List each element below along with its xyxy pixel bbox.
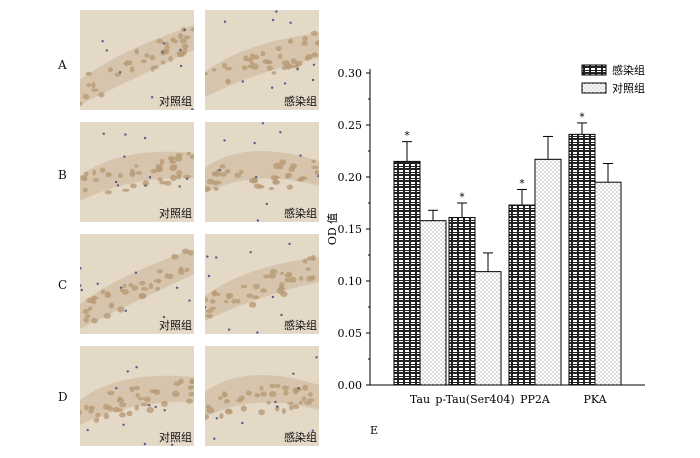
x-tick-label: PP2A (520, 393, 551, 406)
bar-infected (568, 133, 596, 386)
bar-infected (508, 204, 536, 386)
x-tick-label: p-Tau(Ser404) (435, 393, 514, 406)
y-axis-label: OD 值 (326, 213, 339, 245)
y-tick-label: 0.10 (338, 275, 363, 288)
panel-caption: 感染组 (284, 319, 317, 332)
y-tick-label: 0.00 (338, 379, 363, 392)
od-bar-chart: 0.00 0.05 0.10 0.15 0.20 0.25 0.30 OD 值 * Tau * p-… (326, 63, 645, 406)
micrograph-c-control: 对照组 (80, 234, 194, 334)
y-tick-label: 0.25 (338, 119, 363, 132)
micrograph-d-control: 对照组 (80, 346, 194, 446)
tissue-texture (205, 10, 319, 97)
tissue-texture (80, 366, 194, 446)
bar-infected (393, 160, 421, 386)
tissue-texture (80, 132, 194, 201)
row-label-d: D (58, 390, 68, 404)
axes: 0.00 0.05 0.10 0.15 0.20 0.25 0.30 OD 值 (326, 67, 645, 392)
y-tick-label: 0.30 (338, 67, 363, 80)
bars: * Tau * p-Tau(Ser404) * PP2A * PKA (393, 112, 622, 406)
bar-control (534, 158, 562, 386)
micrograph-a-infected: 感染组 (205, 10, 319, 110)
micrograph-d-infected: 感染组 (205, 346, 319, 446)
legend-swatch (581, 64, 607, 76)
bar-control (594, 181, 622, 386)
x-tick-label: PKA (583, 393, 607, 406)
y-tick-label: 0.05 (338, 327, 363, 340)
tissue-texture (80, 248, 194, 329)
x-tick-label: Tau (410, 393, 430, 406)
panel-caption: 对照组 (159, 319, 192, 332)
panel-caption: 对照组 (159, 207, 192, 220)
row-label-b: B (58, 168, 67, 182)
tissue-texture (205, 122, 319, 222)
panel-caption: 对照组 (159, 95, 192, 108)
panel-caption: 对照组 (159, 431, 192, 444)
legend-swatch (581, 82, 607, 94)
tissue-texture (80, 25, 194, 110)
bar-infected (448, 217, 476, 386)
bar-control (419, 220, 447, 386)
micrograph-b-control: 对照组 (80, 122, 194, 222)
y-tick-label: 0.20 (338, 171, 363, 184)
bar-control (474, 271, 502, 386)
micrograph-b-infected: 感染组 (205, 122, 319, 222)
legend-label: 对照组 (612, 81, 645, 95)
tissue-texture (205, 356, 319, 442)
chart-panel-label: E (370, 424, 379, 437)
row-label-a: A (58, 58, 67, 72)
tissue-texture (205, 242, 319, 334)
significance-mark: * (460, 192, 465, 203)
row-label-c: C (58, 278, 68, 292)
panel-caption: 感染组 (284, 95, 317, 108)
micrograph-a-control: 对照组 (80, 10, 194, 110)
panel-caption: 感染组 (284, 431, 317, 444)
legend-label: 感染组 (612, 63, 645, 77)
significance-mark: * (520, 178, 525, 189)
panel-caption: 感染组 (284, 207, 317, 220)
y-tick-label: 0.15 (338, 223, 363, 236)
significance-mark: * (580, 112, 585, 123)
significance-mark: * (405, 131, 410, 142)
micrograph-c-infected: 感染组 (205, 234, 319, 334)
